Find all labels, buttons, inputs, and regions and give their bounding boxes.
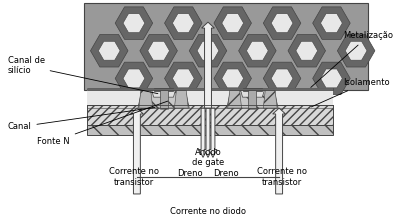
Polygon shape [189, 35, 227, 67]
Polygon shape [152, 90, 176, 97]
Text: Canal de
silício: Canal de silício [7, 56, 158, 94]
Polygon shape [296, 41, 318, 60]
Polygon shape [115, 62, 153, 95]
Polygon shape [154, 88, 173, 91]
Polygon shape [263, 62, 301, 95]
Polygon shape [263, 90, 277, 108]
FancyArrow shape [204, 108, 212, 157]
Polygon shape [115, 7, 153, 39]
FancyArrow shape [272, 108, 285, 194]
Polygon shape [227, 90, 278, 108]
Polygon shape [243, 88, 262, 91]
Polygon shape [148, 41, 169, 60]
Polygon shape [345, 41, 367, 60]
Polygon shape [313, 62, 350, 95]
Text: Dreno: Dreno [177, 169, 203, 178]
Text: Isolamento: Isolamento [311, 78, 390, 107]
FancyArrow shape [202, 22, 214, 108]
Polygon shape [321, 14, 342, 33]
Polygon shape [87, 105, 333, 125]
Polygon shape [174, 90, 188, 108]
Polygon shape [337, 35, 375, 67]
FancyArrow shape [131, 108, 144, 194]
Polygon shape [222, 14, 243, 33]
Polygon shape [240, 90, 264, 97]
Polygon shape [123, 14, 145, 33]
Text: Dreno: Dreno [213, 169, 239, 178]
Polygon shape [197, 41, 219, 60]
FancyArrow shape [209, 108, 217, 157]
Polygon shape [321, 69, 342, 88]
Polygon shape [87, 88, 333, 90]
Polygon shape [288, 35, 325, 67]
Polygon shape [138, 90, 189, 108]
Polygon shape [87, 88, 333, 105]
Polygon shape [140, 35, 177, 67]
Polygon shape [214, 7, 251, 39]
Text: Metalização: Metalização [311, 31, 393, 87]
Text: Corrente no
transistor: Corrente no transistor [257, 167, 307, 187]
Polygon shape [139, 90, 153, 108]
Polygon shape [165, 7, 202, 39]
Text: Corrente no diodo: Corrente no diodo [170, 207, 246, 216]
Polygon shape [228, 90, 242, 108]
Polygon shape [271, 14, 293, 33]
Polygon shape [239, 35, 276, 67]
FancyArrow shape [199, 108, 207, 157]
Polygon shape [91, 35, 128, 67]
Polygon shape [165, 62, 202, 95]
Polygon shape [313, 7, 350, 39]
Polygon shape [222, 69, 243, 88]
Text: Canal: Canal [7, 107, 155, 131]
Polygon shape [98, 41, 120, 60]
Polygon shape [205, 56, 211, 108]
Text: Corrente no
transistor: Corrente no transistor [109, 167, 159, 187]
Polygon shape [214, 62, 251, 95]
Text: Fonte N: Fonte N [37, 101, 168, 146]
Polygon shape [263, 7, 301, 39]
Polygon shape [271, 69, 293, 88]
Polygon shape [248, 90, 256, 108]
Text: Anodo
de gate: Anodo de gate [192, 148, 224, 167]
Polygon shape [173, 14, 194, 33]
Polygon shape [84, 3, 368, 90]
Polygon shape [123, 69, 145, 88]
Polygon shape [247, 41, 268, 60]
Polygon shape [87, 125, 333, 135]
Polygon shape [173, 69, 194, 88]
Polygon shape [160, 90, 168, 108]
